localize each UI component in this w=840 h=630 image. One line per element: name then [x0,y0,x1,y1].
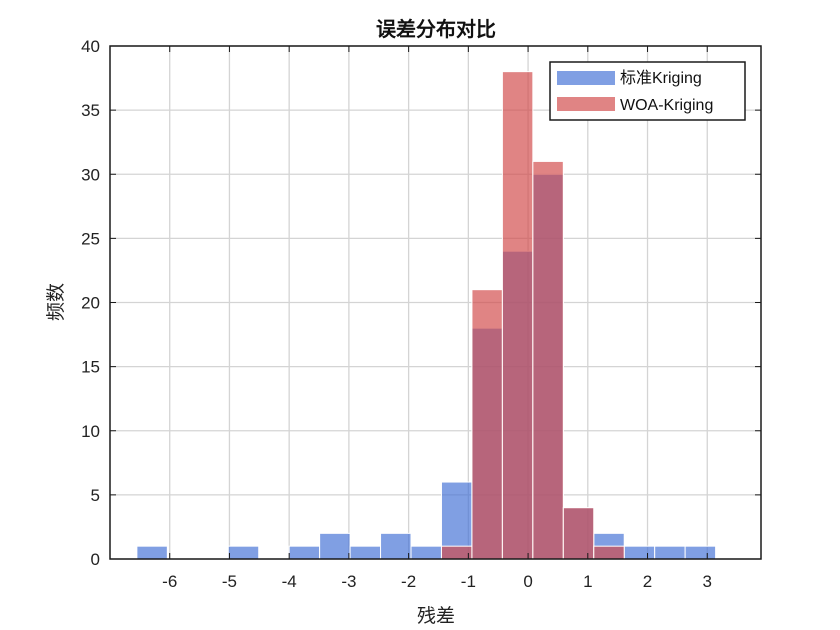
bar-woa-kriging [471,289,503,560]
x-tick-label: -6 [162,572,177,591]
x-tick-label: -5 [222,572,237,591]
x-tick-label: -3 [341,572,356,591]
legend-swatch-standard [557,71,615,85]
bar-standard-kriging [410,545,442,560]
x-axis-label: 残差 [417,605,455,627]
bar-standard-kriging [684,545,717,560]
bar-standard-kriging [136,545,168,560]
legend-label-woa: WOA-Kriging [620,97,713,114]
x-tick-label: 3 [703,572,712,591]
x-tick-label: -2 [401,572,416,591]
bar-standard-kriging [654,545,686,560]
y-axis-label: 频数 [45,283,67,321]
bar-woa-kriging [501,71,534,560]
bar-standard-kriging [623,545,656,560]
legend: 标准Kriging WOA-Kriging [549,61,746,121]
y-tick-label: 40 [81,37,100,56]
x-tick-label: 0 [523,572,532,591]
legend-swatch-woa [557,97,615,111]
y-tick-label: 20 [81,294,100,313]
x-tick-label: 1 [583,572,592,591]
x-tick-label: -4 [282,572,297,591]
x-tick-label: -1 [461,572,476,591]
x-tick-label: 2 [643,572,652,591]
y-tick-label: 5 [91,486,100,505]
y-tick-label: 35 [81,101,100,120]
chart-title: 误差分布对比 [376,17,496,41]
bar-standard-kriging [319,532,351,560]
bar-standard-kriging [227,545,260,560]
y-tick-label: 0 [91,550,100,569]
legend-label-standard: 标准Kriging [620,69,702,87]
y-tick-label: 15 [81,358,100,377]
bar-woa-kriging [440,545,473,560]
bar-standard-kriging [288,545,321,560]
bar-woa-kriging [562,507,595,560]
series-woa-kriging [440,71,625,560]
bar-standard-kriging [380,532,412,560]
y-tick-label: 10 [81,422,100,441]
bar-woa-kriging [593,545,625,560]
bar-standard-kriging [349,545,382,560]
bar-woa-kriging [532,160,564,560]
y-tick-label: 30 [81,165,100,184]
y-tick-label: 25 [81,229,100,248]
